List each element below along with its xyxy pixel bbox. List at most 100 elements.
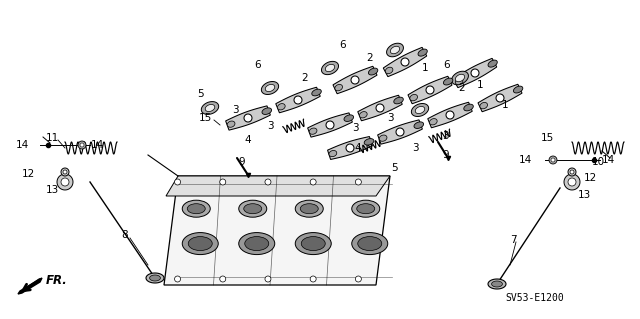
Text: 1: 1 (422, 63, 428, 73)
Circle shape (265, 276, 271, 282)
Text: 1: 1 (502, 100, 508, 110)
Polygon shape (335, 85, 342, 91)
Polygon shape (492, 281, 502, 287)
Text: 12: 12 (21, 169, 35, 179)
Text: 9: 9 (239, 157, 245, 167)
Polygon shape (549, 156, 557, 164)
Polygon shape (244, 114, 252, 122)
Polygon shape (202, 101, 219, 115)
Polygon shape (57, 174, 73, 190)
Circle shape (175, 276, 180, 282)
Circle shape (355, 179, 362, 185)
Polygon shape (410, 94, 417, 101)
Polygon shape (401, 58, 409, 66)
Circle shape (310, 179, 316, 185)
Polygon shape (226, 106, 270, 130)
Text: 10: 10 (591, 157, 605, 167)
Polygon shape (444, 78, 453, 85)
Polygon shape (261, 82, 278, 94)
Polygon shape (308, 113, 353, 137)
Polygon shape (294, 96, 302, 104)
Text: 3: 3 (387, 113, 394, 123)
Polygon shape (312, 89, 321, 96)
Polygon shape (428, 102, 472, 128)
Polygon shape (344, 115, 354, 122)
Polygon shape (325, 64, 335, 72)
Text: 3: 3 (352, 123, 358, 133)
Text: 6: 6 (444, 60, 451, 70)
Circle shape (310, 276, 316, 282)
Polygon shape (394, 97, 403, 104)
Polygon shape (387, 43, 403, 57)
Polygon shape (358, 95, 402, 121)
Text: 9: 9 (443, 150, 449, 160)
Text: SV53-E1200: SV53-E1200 (505, 293, 564, 303)
Polygon shape (61, 168, 69, 176)
Polygon shape (488, 279, 506, 289)
Text: 2: 2 (367, 53, 373, 63)
Ellipse shape (301, 237, 325, 251)
Polygon shape (146, 273, 164, 283)
Circle shape (355, 276, 362, 282)
Polygon shape (376, 104, 384, 112)
Polygon shape (564, 174, 580, 190)
Polygon shape (446, 111, 454, 119)
Polygon shape (496, 94, 504, 102)
Polygon shape (360, 112, 367, 118)
Ellipse shape (239, 233, 275, 255)
Circle shape (220, 179, 226, 185)
Polygon shape (385, 67, 393, 74)
Polygon shape (329, 151, 337, 157)
Polygon shape (326, 121, 334, 129)
Text: 13: 13 (577, 190, 591, 200)
Polygon shape (471, 69, 479, 77)
Text: 15: 15 (198, 113, 212, 123)
Polygon shape (164, 176, 390, 285)
Polygon shape (333, 66, 377, 94)
Polygon shape (369, 68, 378, 75)
Ellipse shape (182, 233, 218, 255)
Polygon shape (415, 107, 425, 114)
Text: 12: 12 (584, 173, 596, 183)
Polygon shape (61, 178, 69, 186)
Polygon shape (418, 49, 428, 56)
Polygon shape (455, 78, 463, 85)
Ellipse shape (352, 233, 388, 255)
Ellipse shape (188, 237, 212, 251)
Polygon shape (568, 178, 576, 186)
Text: 2: 2 (301, 73, 308, 83)
Polygon shape (80, 143, 84, 147)
Polygon shape (464, 104, 474, 111)
Ellipse shape (295, 200, 323, 217)
Polygon shape (276, 87, 320, 113)
Text: 7: 7 (509, 235, 516, 245)
Text: 11: 11 (45, 133, 59, 143)
Ellipse shape (244, 204, 262, 214)
Polygon shape (429, 119, 437, 125)
Circle shape (265, 179, 271, 185)
Polygon shape (570, 170, 574, 174)
Text: 6: 6 (340, 40, 346, 50)
Text: 3: 3 (232, 105, 238, 115)
Polygon shape (568, 168, 576, 176)
Polygon shape (321, 61, 339, 75)
Polygon shape (150, 275, 161, 281)
Ellipse shape (356, 204, 375, 214)
Text: 5: 5 (392, 163, 398, 173)
Text: 15: 15 (540, 133, 554, 143)
Polygon shape (551, 158, 555, 162)
Polygon shape (513, 86, 523, 93)
Polygon shape (390, 46, 399, 54)
Ellipse shape (182, 200, 211, 217)
Polygon shape (452, 71, 468, 85)
Text: 2: 2 (459, 83, 465, 93)
Text: 6: 6 (255, 60, 261, 70)
Polygon shape (488, 60, 497, 67)
Polygon shape (309, 128, 317, 134)
Polygon shape (412, 103, 429, 116)
Polygon shape (378, 120, 422, 144)
Circle shape (175, 179, 180, 185)
Polygon shape (364, 138, 374, 145)
Polygon shape (277, 104, 285, 110)
Text: 3: 3 (442, 131, 448, 141)
